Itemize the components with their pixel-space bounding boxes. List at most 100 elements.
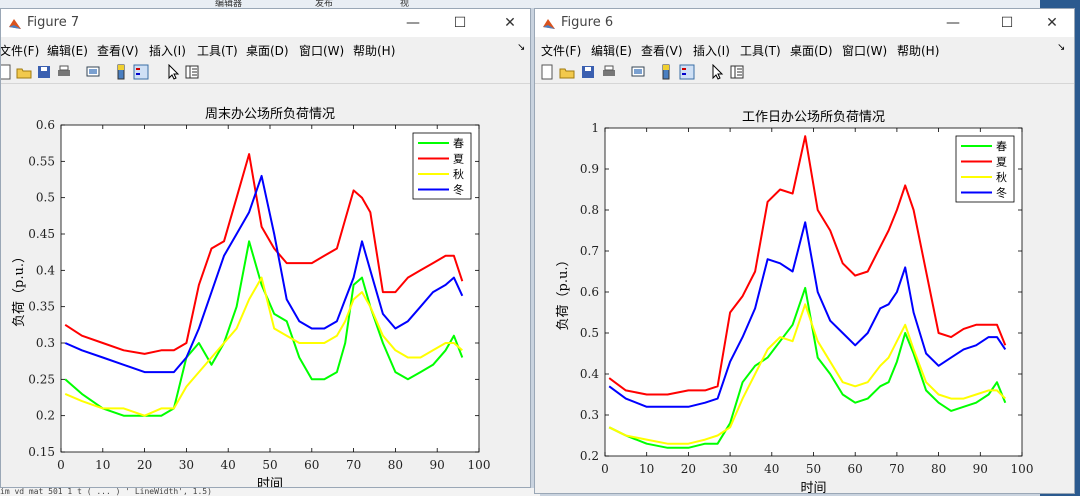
series-line-2 [64,153,464,355]
print-icon[interactable] [601,64,617,80]
menu-desktop[interactable]: 桌面(D) [246,44,289,58]
x-tick-label: 100 [468,458,491,472]
print-icon[interactable] [56,64,72,80]
menu-file[interactable]: 文件(F) [541,44,582,58]
menu-tools[interactable]: 工具(T) [740,44,781,58]
x-tick-label: 60 [848,462,863,476]
menu-insert[interactable]: 插入(I) [149,44,186,58]
y-tick-label: 0.4 [36,263,55,277]
maximize-button[interactable]: ☐ [453,15,467,31]
legend-label-1: 春 [453,137,464,150]
series-line-4 [608,221,1007,408]
menu-bar: 文件(F) 编辑(E) 查看(V) 插入(I) 工具(T) 桌面(D) 窗口(W… [535,39,1074,59]
legend-label-3: 秋 [996,170,1007,184]
menu-edit[interactable]: 编辑(E) [47,44,88,58]
link-plot-icon[interactable] [630,64,646,80]
matlab-icon [543,19,555,29]
title-bar[interactable]: Figure 7 — ☐ ✕ [1,9,530,37]
x-tick-label: 0 [57,458,65,472]
title-bar[interactable]: Figure 6 — ☐ ✕ [535,9,1074,37]
plot-area: 工作日办公场所负荷情况 0 10 20 30 40 50 60 70 80 90 100 0.2 0.3 0… [535,84,1074,493]
toolbar [535,61,1074,84]
chart-title: 周末办公场所负荷情况 [205,107,335,122]
open-file-icon[interactable] [16,64,32,80]
x-tick-label: 60 [304,458,319,472]
colorbar-icon[interactable] [113,64,129,80]
x-axis-label: 时间 [257,477,283,488]
menu-file[interactable]: 文件(F) [0,44,40,58]
background-tab-publish[interactable]: 发布 [315,0,334,8]
background-code-line: im vd mat 501 1 t ( ... ) ' LineWidth', … [0,488,540,496]
menu-window[interactable]: 窗口(W) [842,44,888,58]
y-tick-label: 0.4 [580,367,599,381]
pointer-icon[interactable] [709,64,725,80]
figure-7-window: Figure 7 — ☐ ✕ 文件(F) 编辑(E) 查看(V) 插入(I) 工… [0,8,531,488]
new-figure-icon[interactable] [539,64,555,80]
save-icon[interactable] [36,64,52,80]
chart-workday-load: 工作日办公场所负荷情况 0 10 20 30 40 50 60 70 80 90 100 0.2 0.3 0… [556,110,1034,494]
window-title: Figure 7 [27,15,80,30]
y-tick-label: 0.9 [580,162,599,176]
background-tab-view[interactable]: 视 [400,0,410,8]
menu-tools[interactable]: 工具(T) [197,44,238,58]
maximize-button[interactable]: ☐ [1000,15,1014,31]
dock-arrow-icon[interactable]: ↘ [517,42,526,53]
property-inspector-icon[interactable] [184,64,200,80]
minimize-button[interactable]: — [406,15,420,31]
legend-label-2: 夏 [996,156,1007,169]
save-icon[interactable] [580,64,596,80]
legend-label-2: 夏 [453,153,464,166]
menu-insert[interactable]: 插入(I) [693,44,730,58]
property-inspector-icon[interactable] [729,64,745,80]
dock-arrow-icon[interactable]: ↘ [1057,42,1066,53]
y-tick-label: 0.5 [36,191,55,205]
menu-desktop[interactable]: 桌面(D) [790,44,833,58]
legend-icon[interactable] [133,64,149,80]
x-axis-label: 时间 [800,481,826,494]
close-button[interactable]: ✕ [1046,15,1058,31]
x-tick-label: 0 [601,462,609,476]
background-app-strip: 编辑器 发布 视 [0,0,1080,8]
x-tick-label: 40 [764,462,779,476]
x-tick-label: 100 [1011,462,1034,476]
x-tick-label: 30 [722,462,737,476]
matlab-icon [9,19,21,29]
y-tick-label: 0.8 [580,203,599,217]
close-button[interactable]: ✕ [504,15,516,31]
x-tick-label: 20 [681,462,696,476]
y-tick-label: 0.45 [28,227,55,241]
new-figure-icon[interactable] [0,64,13,80]
x-tick-label: 10 [639,462,654,476]
y-tick-label: 0.5 [580,326,599,340]
series-line-1 [608,286,1007,449]
colorbar-icon[interactable] [658,64,674,80]
y-tick-label: 0.7 [580,244,599,258]
open-file-icon[interactable] [559,64,575,80]
x-tick-label: 90 [973,462,988,476]
y-tick-label: 1 [591,121,599,135]
legend-icon[interactable] [679,64,695,80]
pointer-icon[interactable] [165,64,181,80]
menu-help[interactable]: 帮助(H) [353,44,396,58]
legend-label-3: 秋 [453,167,464,181]
menu-edit[interactable]: 编辑(E) [591,44,632,58]
series-line-3 [608,303,1007,445]
link-plot-icon[interactable] [85,64,101,80]
minimize-button[interactable]: — [946,15,960,31]
menu-window[interactable]: 窗口(W) [299,44,345,58]
legend-label-4: 冬 [453,183,464,197]
y-tick-label: 0.55 [28,154,55,168]
y-tick-label: 0.2 [36,409,55,423]
menu-view[interactable]: 查看(V) [641,44,683,58]
x-tick-label: 80 [388,458,403,472]
menu-help[interactable]: 帮助(H) [897,44,940,58]
x-tick-label: 30 [179,458,194,472]
axes-box [60,124,480,453]
menu-view[interactable]: 查看(V) [97,44,139,58]
x-tick-label: 90 [430,458,445,472]
background-tab-editor[interactable]: 编辑器 [215,0,243,8]
y-axis-label: 负荷（p.u.） [556,254,571,331]
y-tick-label: 0.15 [28,445,55,459]
y-tick-label: 0.6 [36,118,55,132]
y-tick-label: 0.6 [580,285,599,299]
